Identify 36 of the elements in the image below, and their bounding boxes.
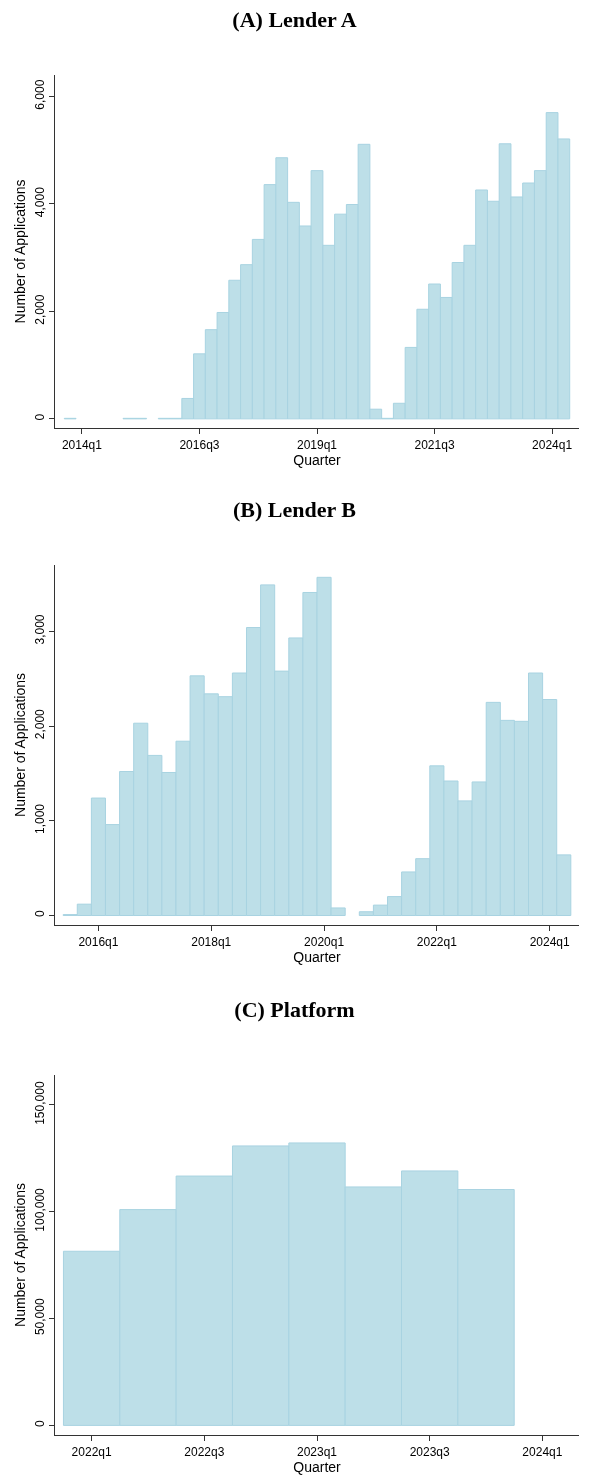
x-tick-label: 2022q3: [184, 1444, 225, 1459]
x-axis-title: Quarter: [293, 451, 342, 468]
y-tick-label: 50,000: [32, 1298, 47, 1336]
x-tick-label: 2024q1: [532, 437, 573, 452]
y-tick-label: 1,000: [32, 803, 47, 835]
x-tick-label: 2019q1: [296, 437, 338, 452]
y-tick-label: 4,000: [32, 186, 47, 218]
y-tick-label: 0: [32, 413, 47, 421]
x-tick-label: 2016q1: [78, 934, 119, 949]
y-tick-label: 100,000: [32, 1187, 47, 1232]
x-tick-label: 2020q1: [304, 934, 345, 949]
x-tick-label: 2014q1: [61, 437, 103, 452]
y-axis-title: Number of Applications: [11, 1183, 28, 1327]
x-axis-title: Quarter: [293, 1458, 342, 1475]
y-axis-title: Number of Applications: [11, 179, 28, 324]
x-tick-label: 2022q1: [71, 1444, 112, 1459]
y-tick-label: 0: [32, 1419, 47, 1427]
x-tick-label: 2023q3: [409, 1444, 451, 1459]
y-tick-label: 150,000: [32, 1081, 47, 1125]
x-tick-label: 2018q1: [191, 934, 232, 949]
x-tick-label: 2023q1: [296, 1444, 338, 1459]
x-tick-label: 2024q1: [529, 934, 571, 949]
chart-title: (C) Platform: [234, 997, 355, 1023]
y-tick-label: 0: [32, 910, 47, 918]
y-tick-label: 2,000: [32, 708, 47, 740]
x-tick-label: 2024q1: [522, 1444, 563, 1459]
x-tick-label: 2022q1: [416, 934, 458, 949]
chart-title: (A) Lender A: [232, 7, 357, 33]
chart-title: (B) Lender B: [232, 497, 357, 523]
y-axis-title: Number of Applications: [11, 673, 28, 817]
x-tick-label: 2021q3: [414, 437, 455, 452]
x-axis-title: Quarter: [293, 948, 342, 965]
y-tick-label: 3,000: [32, 614, 47, 645]
x-tick-label: 2016q3: [179, 437, 220, 452]
y-tick-label: 2,000: [32, 294, 47, 325]
y-tick-label: 6,000: [32, 79, 47, 110]
